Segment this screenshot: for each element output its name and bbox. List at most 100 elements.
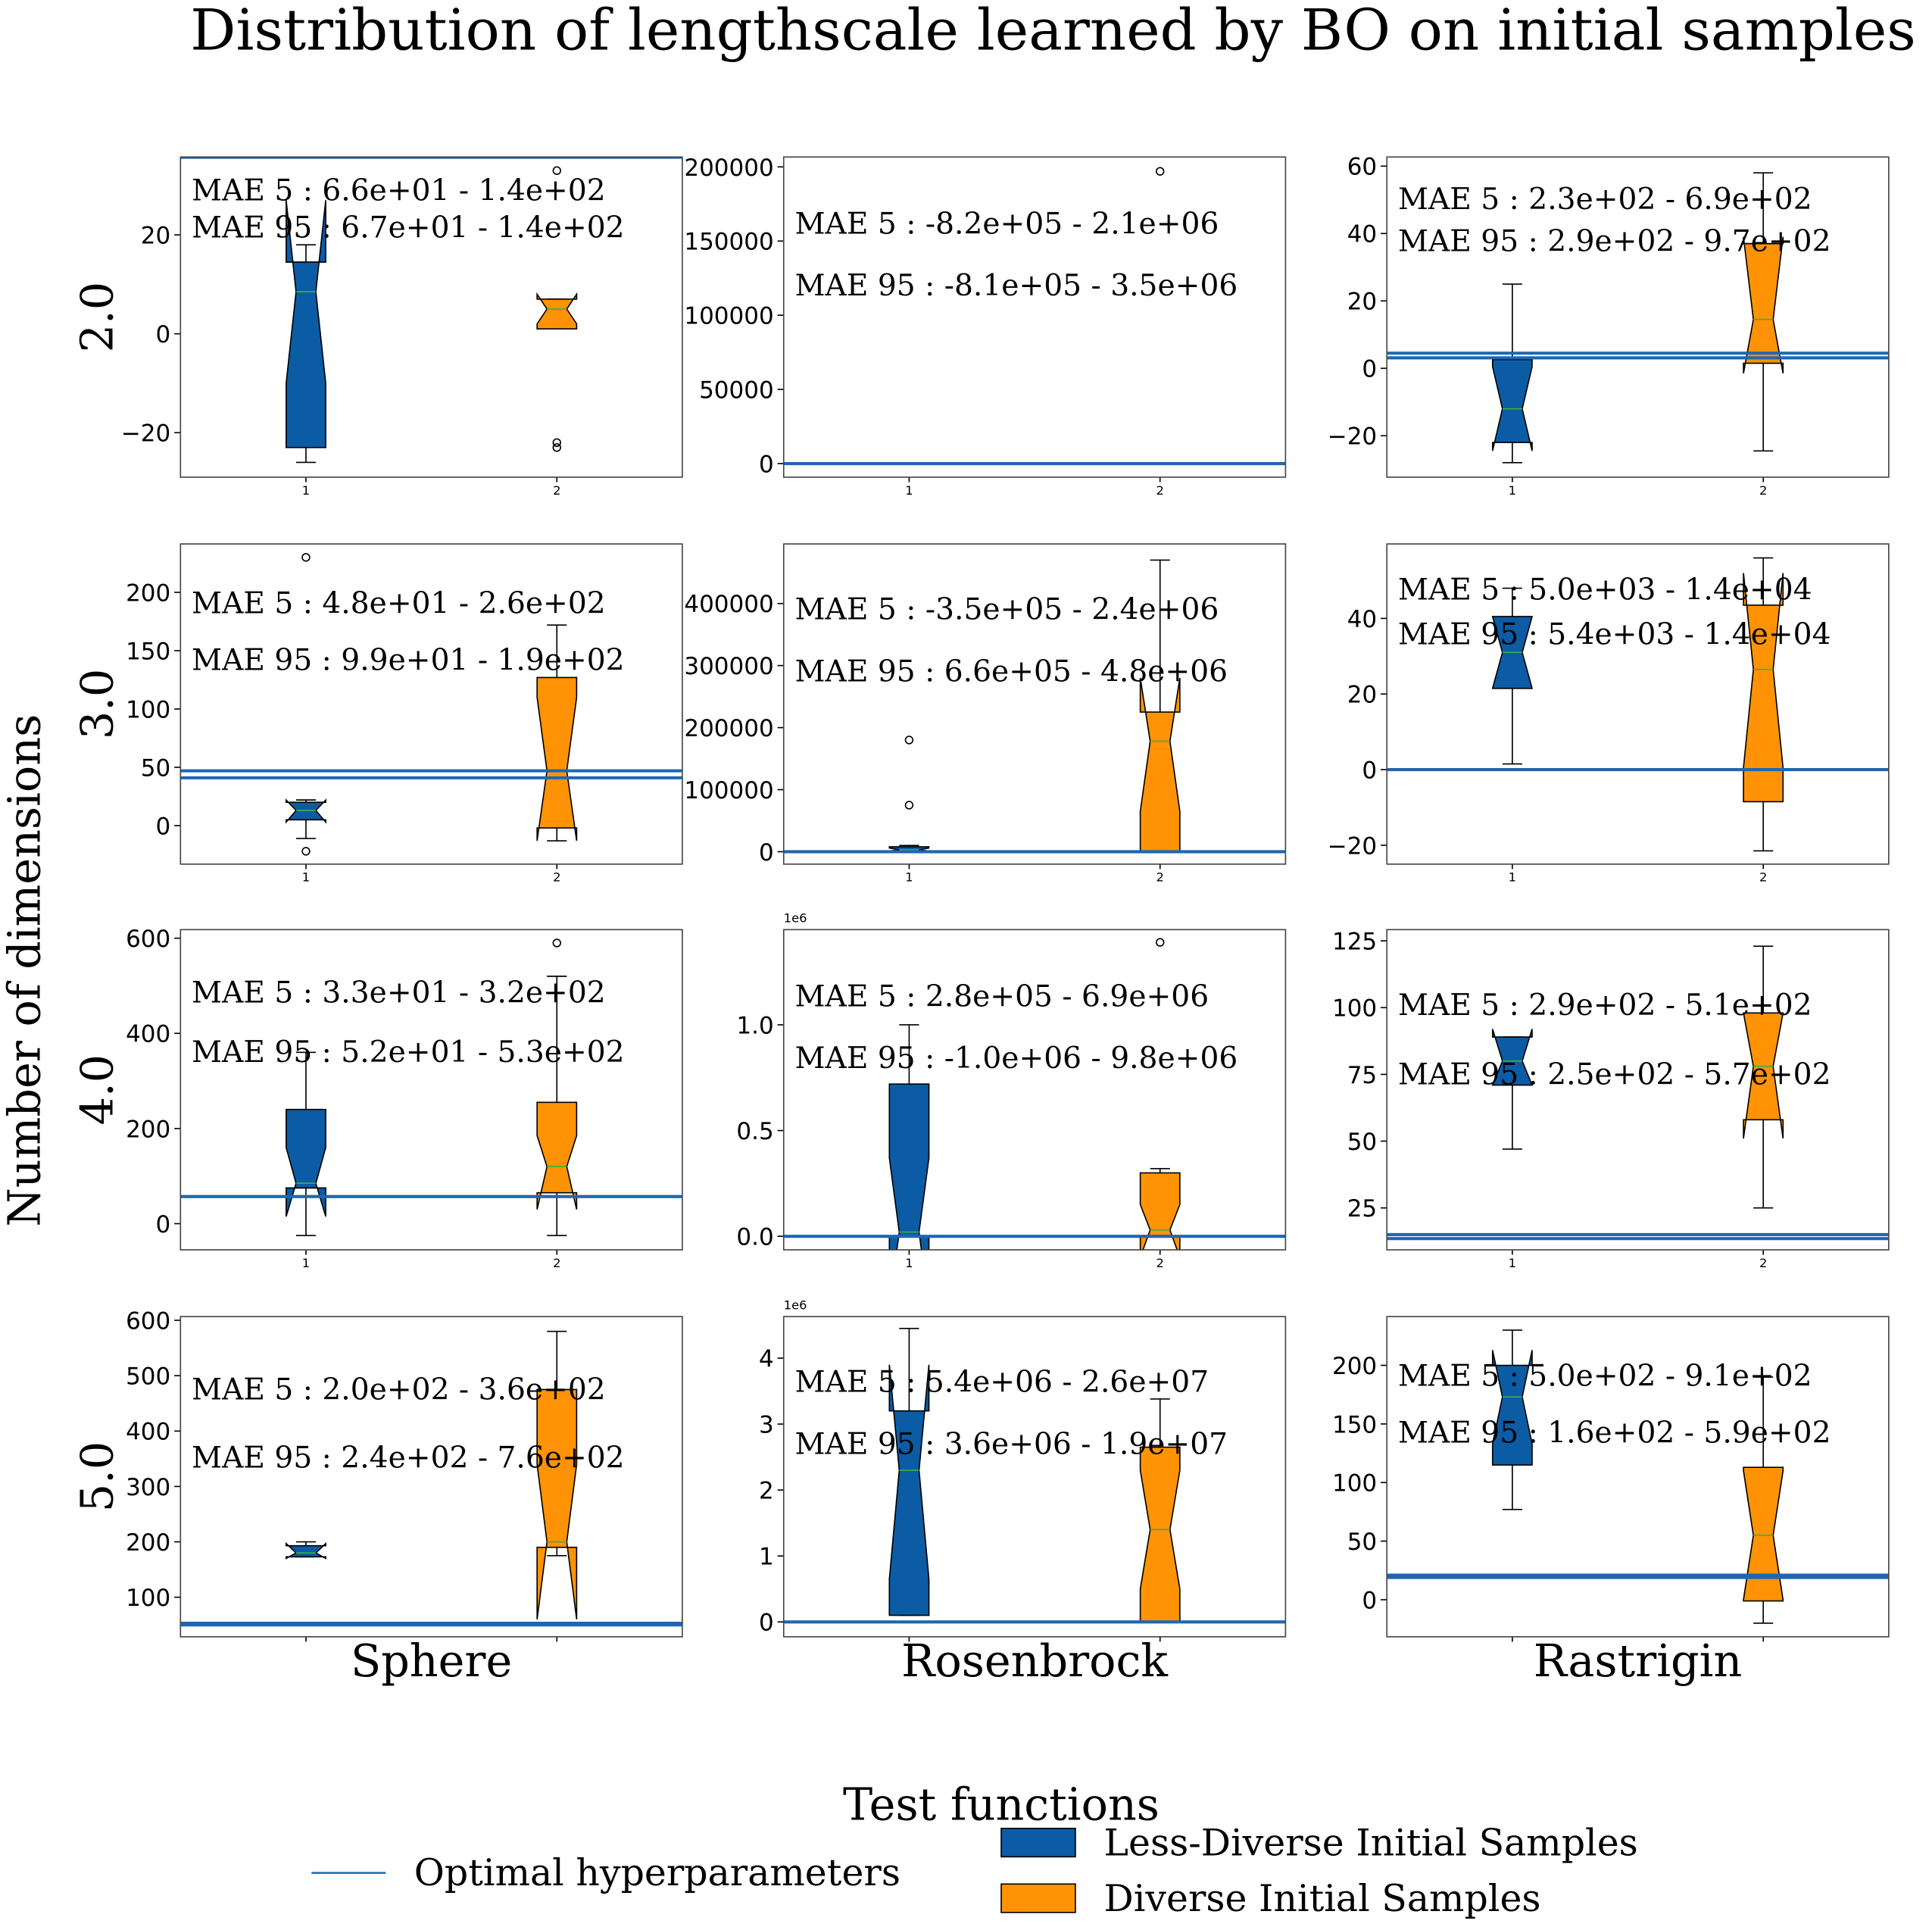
y-tick-label: 300 xyxy=(126,1474,170,1501)
flier xyxy=(552,938,561,948)
x-tick-label: 2 xyxy=(1156,483,1164,498)
panel xyxy=(1387,557,1889,852)
axes-frame xyxy=(782,929,1287,1251)
panel xyxy=(783,1328,1286,1624)
flier xyxy=(552,438,561,447)
panel xyxy=(180,553,682,856)
column-label: Rastrigin xyxy=(1534,1635,1742,1687)
box xyxy=(1139,677,1181,853)
column-label: Sphere xyxy=(351,1635,512,1687)
y-tick-label: 75 xyxy=(1347,1062,1377,1089)
flier xyxy=(1156,167,1165,176)
annotation: MAE 95 : -8.1e+05 - 3.5e+06 xyxy=(794,269,1238,303)
axes-frame xyxy=(179,929,683,1251)
annotation: MAE 5 : 2.3e+02 - 6.9e+02 xyxy=(1398,183,1812,217)
y-tick-label: 0 xyxy=(156,1211,171,1238)
y-tick-label: 0 xyxy=(1362,757,1377,784)
axes-frame xyxy=(1386,156,1890,478)
y-tick-label: 50 xyxy=(141,754,170,782)
row-label: 3.0 xyxy=(71,669,123,739)
row-label: 4.0 xyxy=(71,1054,123,1125)
x-tick-label: 1 xyxy=(1509,1256,1516,1270)
flier xyxy=(552,443,561,452)
panel xyxy=(783,559,1286,854)
y-tick-label: 0 xyxy=(1362,1587,1377,1614)
y-tick-label: 100 xyxy=(126,696,170,723)
row-label: 5.0 xyxy=(71,1441,123,1512)
y-tick-label: 100000 xyxy=(684,303,773,330)
y-tick-label: 25 xyxy=(1347,1195,1377,1223)
annotation: MAE 95 : 3.6e+06 - 1.9e+07 xyxy=(794,1427,1228,1461)
legend-patch xyxy=(1000,1828,1076,1858)
box xyxy=(286,1108,326,1217)
panel xyxy=(180,1330,682,1627)
y-tick-label: 50 xyxy=(1347,1129,1377,1156)
annotation: MAE 95 : 1.6e+02 - 5.9e+02 xyxy=(1398,1416,1831,1451)
figure-title: Distribution of lengthscale learned by B… xyxy=(190,0,1915,63)
y-tick-label: 3 xyxy=(759,1412,774,1439)
annotation: MAE 5 : 4.8e+01 - 2.6e+02 xyxy=(192,587,606,621)
axes-frame xyxy=(1386,929,1890,1251)
annotation: MAE 5 : 6.6e+01 - 1.4e+02 xyxy=(192,173,606,208)
panel xyxy=(1387,945,1889,1241)
box xyxy=(1743,573,1784,803)
x-tick-label: 2 xyxy=(553,483,560,498)
x-tick-label: 1 xyxy=(302,870,310,885)
x-tick-label: 1 xyxy=(302,1256,310,1270)
axes-frame xyxy=(179,156,683,478)
flier xyxy=(1156,938,1165,947)
y-tick-label: 150 xyxy=(1332,1411,1377,1438)
y-tick-label: 4 xyxy=(759,1345,774,1373)
annotation: MAE 95 : 2.5e+02 - 5.7e+02 xyxy=(1398,1057,1831,1091)
box xyxy=(286,1541,326,1560)
box xyxy=(1491,1350,1533,1466)
y-tick-label: 0 xyxy=(1362,356,1377,383)
y-tick-label: 400000 xyxy=(684,591,773,618)
y-tick-label: 0 xyxy=(156,813,171,840)
y-tick-label: 200000 xyxy=(684,715,773,742)
annotation: MAE 5 : 2.8e+05 - 6.9e+06 xyxy=(794,980,1209,1014)
y-tick-label: 100000 xyxy=(684,777,773,804)
x-tick-label: 1 xyxy=(905,1256,913,1270)
y-tick-label: 60 xyxy=(1347,154,1377,181)
y-tick-label: 200000 xyxy=(684,155,773,182)
y-tick-label: 1 xyxy=(759,1544,774,1571)
legend-label: Less-Diverse Initial Samples xyxy=(1103,1822,1637,1865)
row-label: 2.0 xyxy=(71,282,123,352)
annotation: MAE 95 : 5.2e+01 - 5.3e+02 xyxy=(192,1035,625,1070)
axes-frame xyxy=(179,543,683,865)
y-tick-label: 50 xyxy=(1347,1529,1377,1556)
y-tick-label: 2 xyxy=(759,1478,774,1505)
y-tick-label: 100 xyxy=(126,1585,170,1612)
y-tick-label: −20 xyxy=(1328,423,1377,451)
annotation: MAE 95 : 6.7e+01 - 1.4e+02 xyxy=(192,211,625,245)
box xyxy=(888,1364,930,1616)
annotation: MAE 5 : 5.4e+06 - 2.6e+07 xyxy=(794,1366,1209,1400)
y-tick-label: −20 xyxy=(121,420,170,448)
annotation: MAE 95 : 9.9e+01 - 1.9e+02 xyxy=(192,644,625,678)
annotation: MAE 5 : 5.0e+02 - 9.1e+02 xyxy=(1398,1360,1812,1394)
column-label: Rosenbrock xyxy=(901,1635,1168,1687)
y-tick-label: 600 xyxy=(126,926,170,953)
box xyxy=(1491,1029,1534,1086)
y-tick-label: 20 xyxy=(141,223,170,250)
y-tick-label: 20 xyxy=(1347,289,1377,316)
y-tick-label: −20 xyxy=(1328,832,1377,860)
y-tick-label: 300000 xyxy=(684,653,773,680)
annotation: MAE 95 : 2.9e+02 - 9.7e+02 xyxy=(1398,224,1831,258)
y-tick-label: 200 xyxy=(126,1529,170,1557)
annotation: MAE 5 : 5.0e+03 - 1.4e+04 xyxy=(1398,573,1812,607)
box xyxy=(286,200,326,448)
annotation: MAE 5 : -3.5e+05 - 2.4e+06 xyxy=(794,593,1219,627)
y-tick-label: 0 xyxy=(156,321,171,348)
annotation: MAE 5 : 2.0e+02 - 3.6e+02 xyxy=(192,1373,606,1407)
y-tick-label: 0 xyxy=(759,1610,774,1637)
x-tick-label: 2 xyxy=(1759,870,1767,885)
box xyxy=(1743,236,1784,374)
x-tick-label: 2 xyxy=(553,1256,560,1270)
axes-frame xyxy=(179,1316,683,1638)
annotation: MAE 95 : 2.4e+02 - 7.6e+02 xyxy=(192,1441,625,1475)
y-tick-label: 400 xyxy=(126,1419,170,1446)
box xyxy=(536,1101,578,1210)
y-tick-label: 200 xyxy=(126,1116,170,1143)
